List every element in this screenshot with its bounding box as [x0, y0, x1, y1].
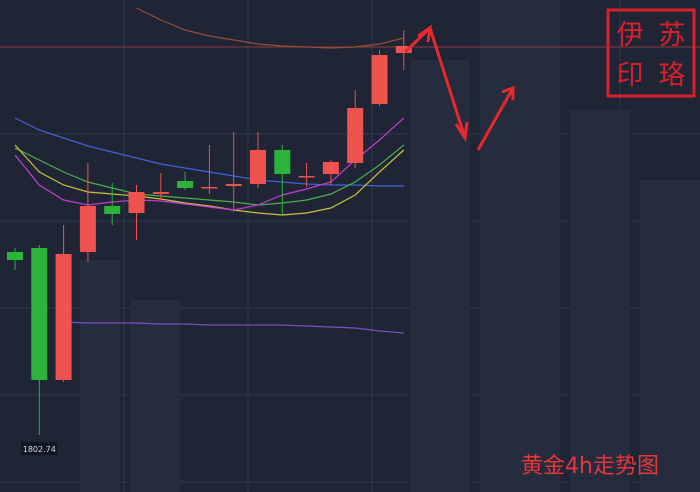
candle-body — [128, 192, 145, 213]
stamp-border — [606, 8, 696, 98]
ma-line — [136, 7, 404, 49]
ma-line — [14, 144, 405, 206]
candle-body — [347, 108, 364, 163]
ma-line — [14, 144, 405, 216]
stamp-char: 印 — [617, 60, 644, 91]
stamp-char: 珞 — [659, 60, 686, 91]
candle-body — [55, 254, 72, 380]
candle-body — [371, 55, 388, 104]
stamp: 伊 苏 印 珞 — [606, 8, 696, 98]
ma-line — [14, 117, 405, 211]
candle-body — [152, 192, 169, 194]
candle-body — [7, 252, 23, 260]
candle-body — [395, 46, 412, 53]
candle-body — [322, 162, 339, 174]
stamp-char: 苏 — [659, 20, 686, 51]
arrows — [403, 24, 515, 151]
building-silhouette — [80, 0, 700, 492]
candle-body — [298, 176, 315, 178]
candle-body — [250, 150, 266, 184]
low-label-box — [21, 442, 58, 455]
low-label: 1802.74 — [23, 445, 56, 454]
ma-line — [63, 321, 404, 334]
candle-body — [79, 206, 96, 252]
candle-body — [274, 150, 291, 174]
candle-body — [31, 248, 48, 380]
candle-body — [225, 184, 242, 186]
candle-body — [201, 187, 218, 189]
plot: 1802.74 — [0, 7, 700, 455]
chart-title: 黄金4h走势图 — [521, 454, 659, 479]
stamp-char: 伊 — [617, 20, 644, 51]
candle-body — [104, 206, 121, 214]
candle-body — [177, 181, 194, 188]
